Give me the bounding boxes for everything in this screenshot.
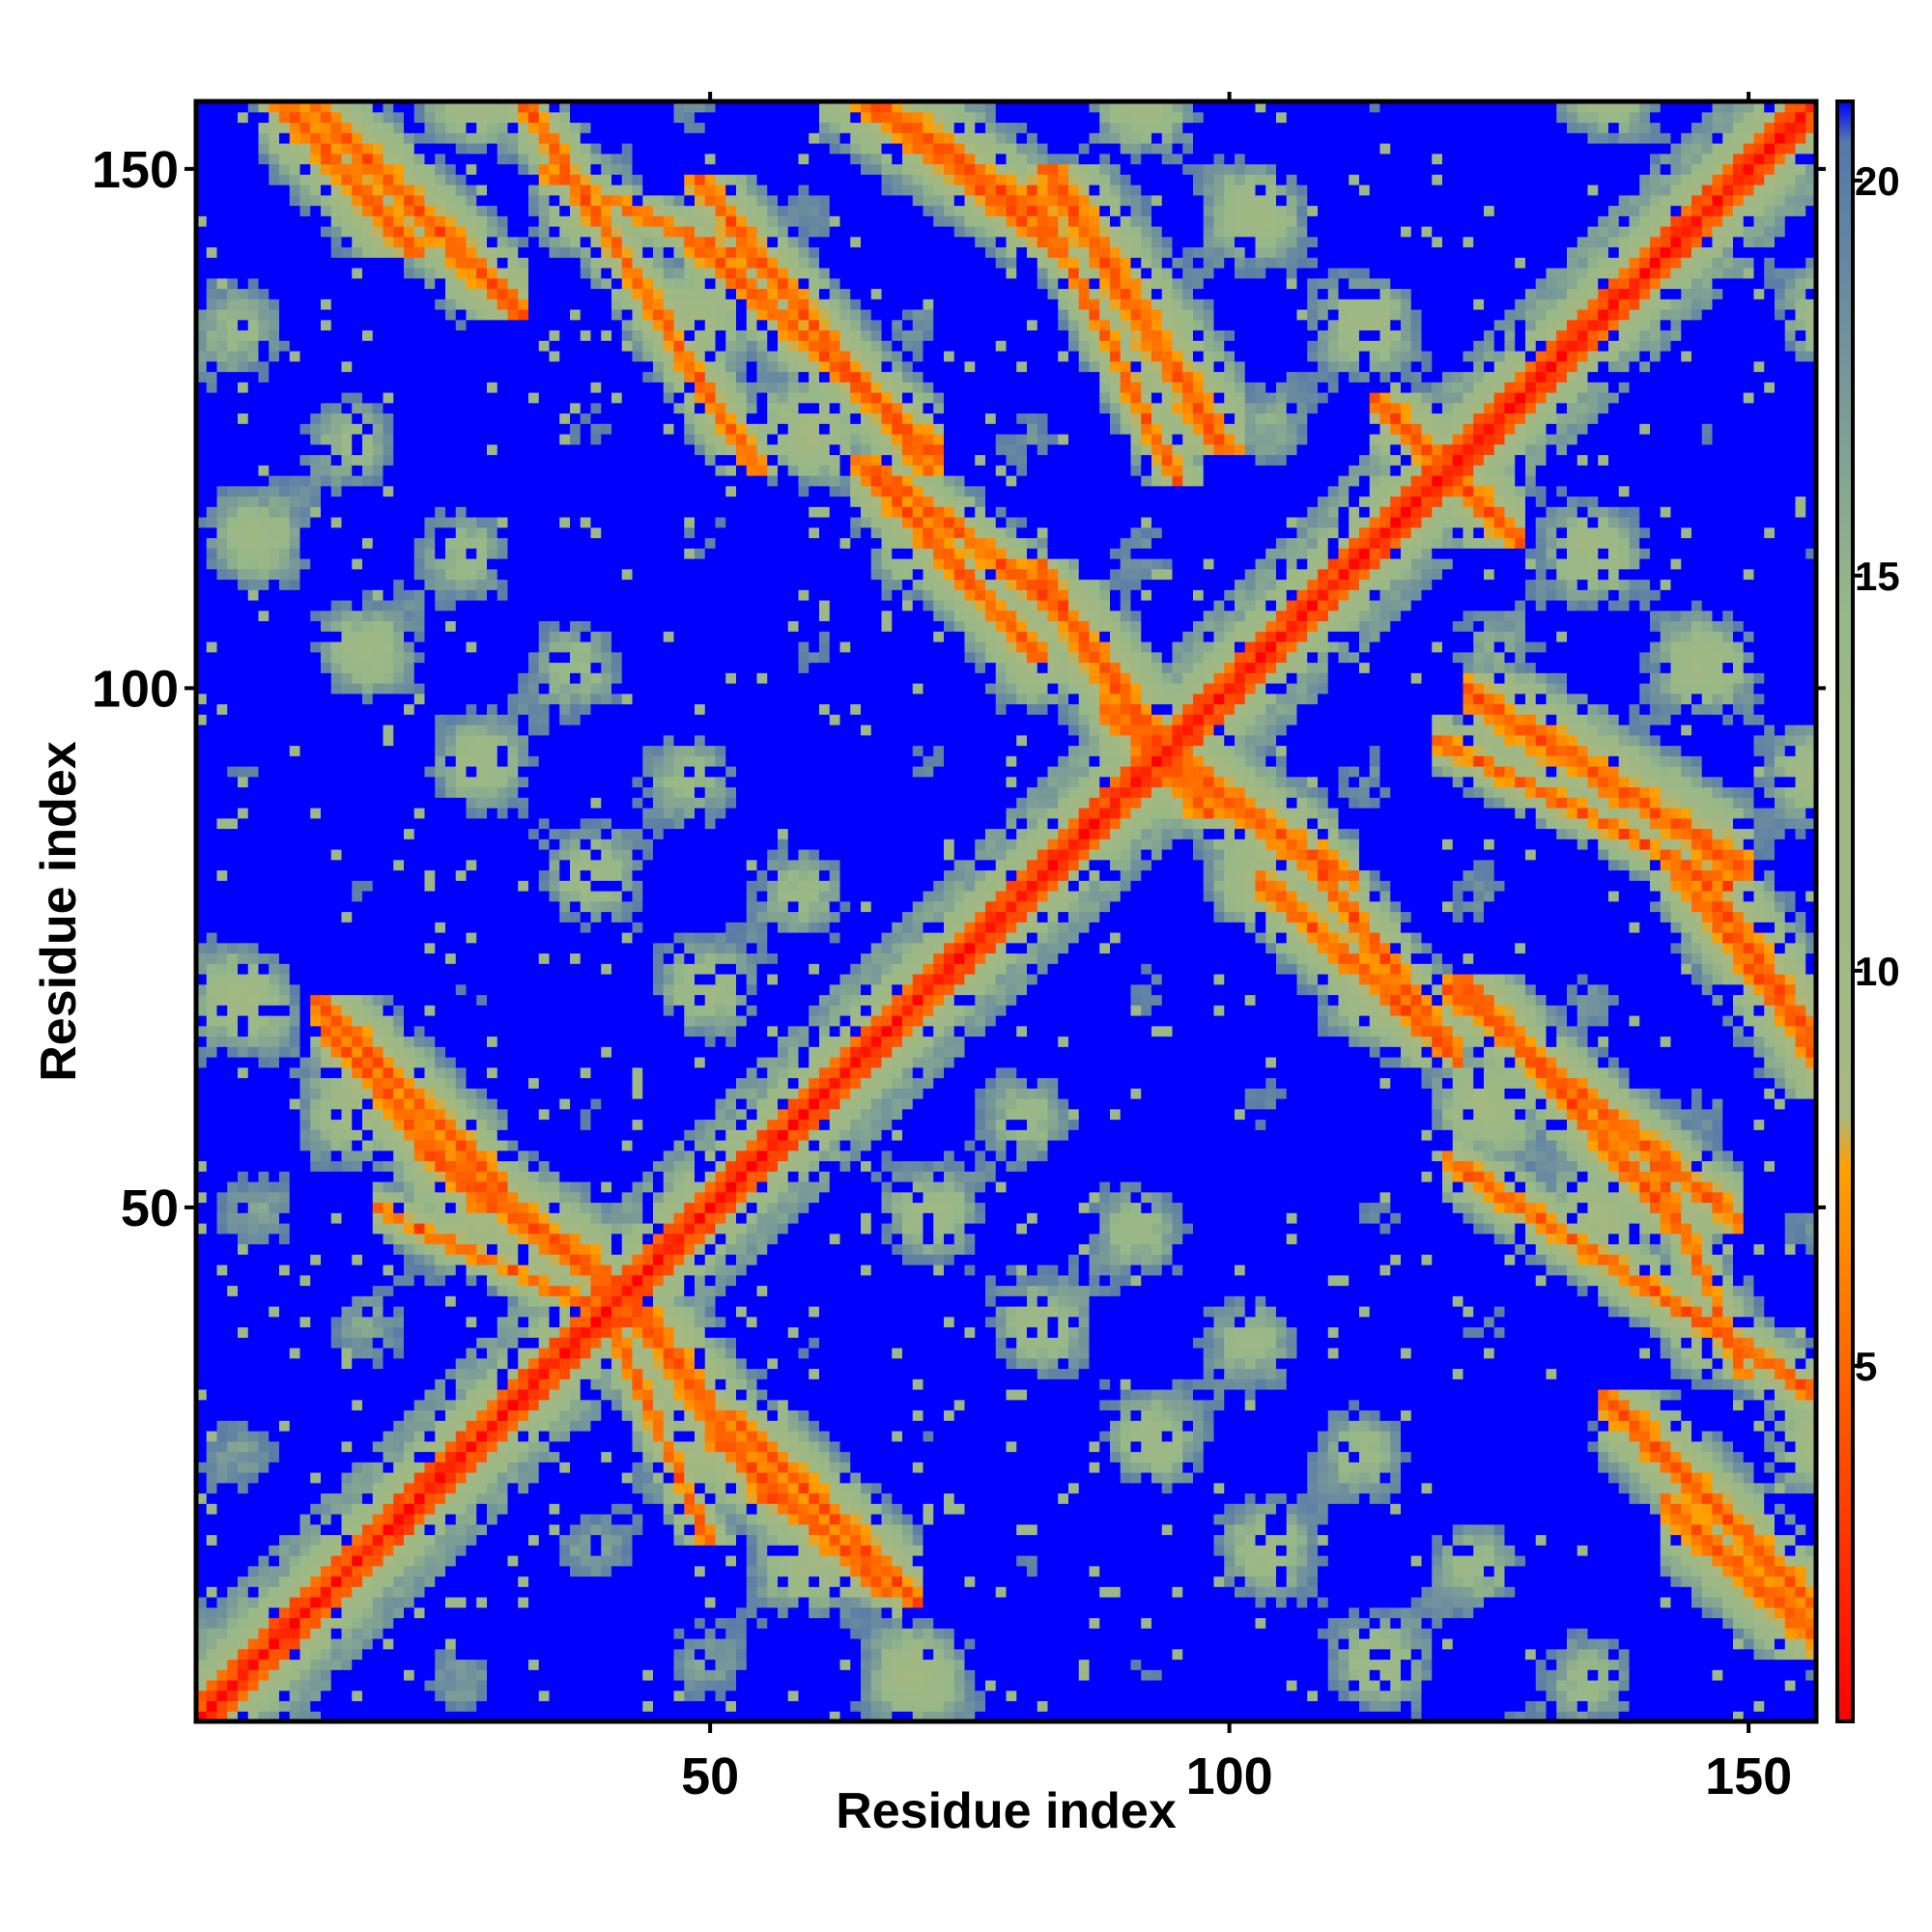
x-tick-label: 100 (1186, 1747, 1273, 1805)
y-tick-label: 150 (92, 141, 179, 199)
colorbar-tick-label: 5 (1855, 1344, 1877, 1389)
y-axis-title: Residue index (31, 741, 87, 1082)
colorbar-tick-label: 10 (1855, 949, 1900, 994)
x-axis-title: Residue index (836, 1783, 1177, 1839)
x-axis-ticks: 50 100 150 (681, 92, 1792, 1805)
colorbar-tick-label: 15 (1855, 554, 1900, 599)
y-tick-label: 50 (121, 1179, 179, 1237)
y-tick-label: 100 (92, 660, 179, 718)
colorbar-ticks: 5 10 15 20 (1853, 158, 1900, 1389)
colorbar-tick-label: 20 (1855, 158, 1900, 204)
y-axis-ticks: 50 100 150 (92, 141, 1826, 1237)
x-tick-label: 50 (681, 1747, 739, 1805)
plot-frame (193, 99, 1819, 1724)
x-tick-label: 150 (1705, 1747, 1792, 1805)
heatmap-cells (196, 101, 1817, 1722)
colorbar (1835, 99, 1855, 1723)
